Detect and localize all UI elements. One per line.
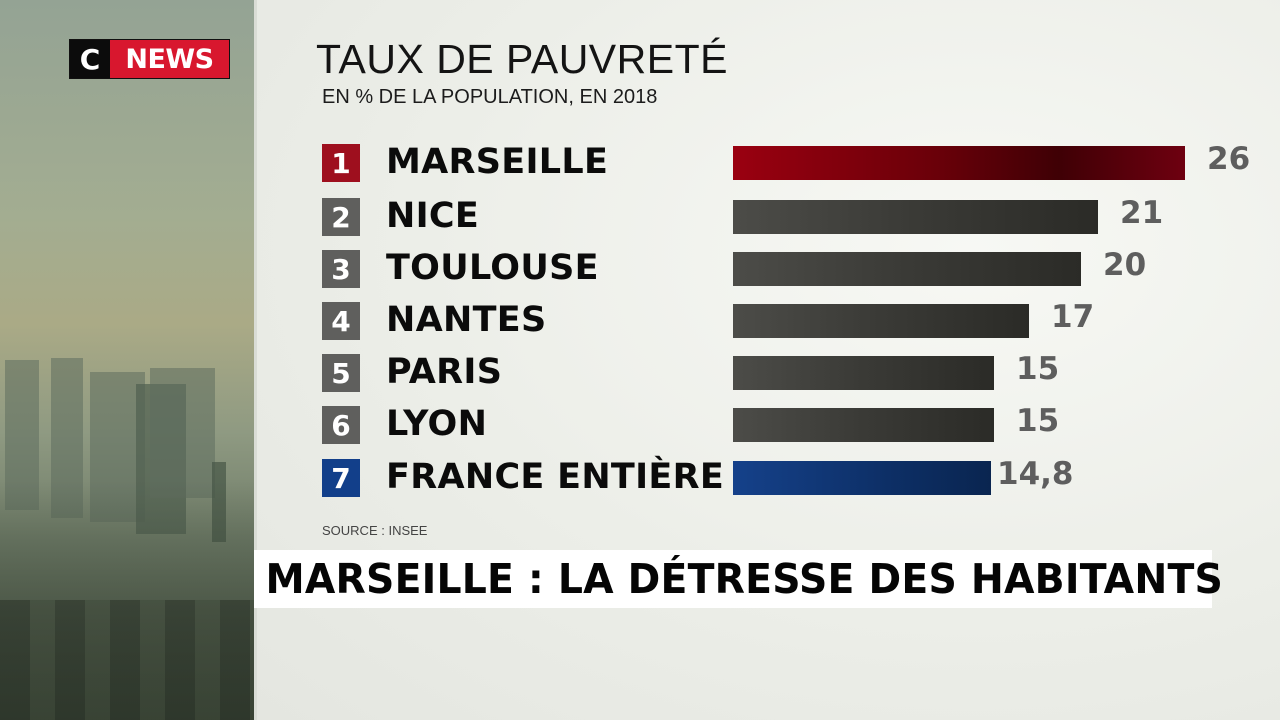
value-bar [733,304,1029,338]
value-label: 20 [1103,247,1147,283]
city-label: MARSEILLE [386,142,609,182]
value-label: 14,8 [997,456,1074,492]
city-label: FRANCE ENTIÈRE [386,457,725,497]
value-label: 15 [1016,403,1060,439]
value-bar [733,356,994,390]
city-label: TOULOUSE [386,248,599,288]
rank-badge: 5 [322,354,360,392]
value-label: 21 [1120,195,1164,231]
logo-news: NEWS [110,40,229,78]
background-city-photo [0,0,254,720]
logo-c: C [70,40,110,78]
panel-divider [254,0,257,720]
headline-banner: MARSEILLE : LA DÉTRESSE DES HABITANTS [254,550,1223,608]
rank-badge: 1 [322,144,360,182]
ranking-row: 6 LYON 15 [322,403,1262,444]
rank-badge: 2 [322,198,360,236]
value-label: 15 [1016,351,1060,387]
chart-title: TAUX DE PAUVRETÉ [316,36,728,82]
rank-badge: 6 [322,406,360,444]
ranking-row: 5 PARIS 15 [322,351,1262,392]
ranking-row: 1 MARSEILLE 26 [322,141,1262,182]
value-bar [733,146,1185,180]
headline-text: MARSEILLE : LA DÉTRESSE DES HABITANTS [265,555,1224,603]
value-label: 26 [1207,141,1251,177]
city-label: NICE [386,196,480,236]
source-note: SOURCE : INSEE [322,523,428,538]
value-label: 17 [1051,299,1095,335]
city-label: LYON [386,404,488,444]
rank-badge: 3 [322,250,360,288]
ranking-row: 3 TOULOUSE 20 [322,247,1262,288]
rooftops [0,600,254,720]
value-bar [733,408,994,442]
tower-silhouette [150,368,215,498]
city-label: PARIS [386,352,503,392]
ranking-row: 4 NANTES 17 [322,299,1262,340]
city-label: NANTES [386,300,547,340]
value-bar [733,461,991,495]
value-bar [733,252,1081,286]
rank-badge: 7 [322,459,360,497]
value-bar [733,200,1098,234]
chart-subtitle: EN % DE LA POPULATION, EN 2018 [322,86,658,108]
cnews-logo: C NEWS [69,39,230,79]
rank-badge: 4 [322,302,360,340]
ranking-row: 7 FRANCE ENTIÈRE 14,8 [322,456,1262,497]
ranking-row: 2 NICE 21 [322,195,1262,236]
